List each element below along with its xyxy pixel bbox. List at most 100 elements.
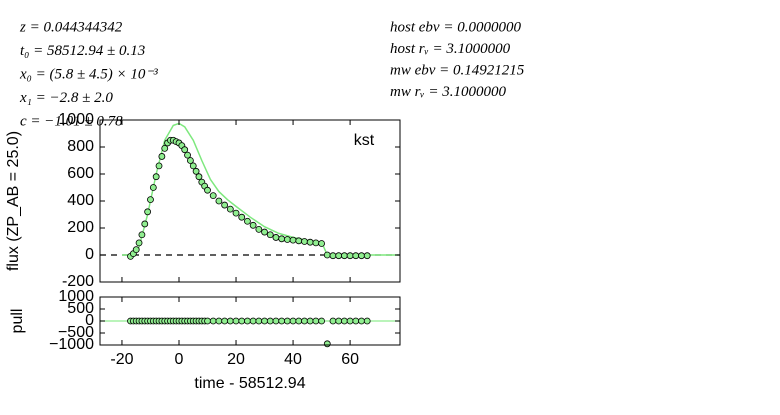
data-point <box>147 196 154 204</box>
x-tick-label: 0 <box>175 351 184 368</box>
data-point <box>138 231 146 239</box>
data-point <box>340 317 348 325</box>
fit-param: t₀ = 58512.94 ± 0.13 <box>20 43 145 59</box>
x-tick-label: 60 <box>341 351 359 368</box>
data-point <box>244 317 251 325</box>
y-axis-label: pull <box>9 309 26 334</box>
data-point <box>186 157 194 164</box>
data-point <box>363 317 371 325</box>
x-tick-label: 20 <box>227 351 245 368</box>
data-point <box>215 317 223 325</box>
fit-param: x₀ = (5.8 ± 4.5) × 10⁻³ <box>19 66 158 82</box>
data-point <box>301 238 308 245</box>
data-point <box>335 252 343 260</box>
data-point <box>278 235 286 243</box>
data-point <box>209 192 217 200</box>
data-point <box>255 225 263 233</box>
data-point <box>192 167 200 175</box>
data-point <box>141 220 149 228</box>
y-tick-label: 0 <box>85 312 94 329</box>
data-point <box>255 317 263 325</box>
data-point <box>184 151 191 159</box>
data-point <box>266 317 274 325</box>
y-tick-label: −500 <box>58 324 94 341</box>
data-point <box>312 317 320 325</box>
data-point <box>232 209 240 217</box>
data-point <box>249 221 257 229</box>
data-point <box>204 317 211 325</box>
data-point <box>335 317 343 325</box>
data-point <box>195 173 203 181</box>
data-point <box>306 238 314 246</box>
data-point <box>266 231 274 239</box>
y-tick-label: 600 <box>67 165 94 182</box>
data-point <box>323 251 331 259</box>
dust-param: host ebv = 0.0000000 <box>390 19 521 35</box>
data-point <box>306 317 314 325</box>
fit-param: z = 0.044344342 <box>19 19 123 35</box>
data-point <box>352 317 360 325</box>
fit-param: c = −1.01 ± 0.78 <box>20 113 123 129</box>
y-tick-label: 200 <box>67 219 94 236</box>
data-point <box>278 317 286 325</box>
data-point <box>189 162 197 170</box>
data-point <box>158 153 166 160</box>
dust-param: mw ebv = 0.14921215 <box>390 62 525 78</box>
y-tick-label: 500 <box>67 300 94 317</box>
data-point <box>244 217 251 225</box>
data-point <box>221 317 229 325</box>
data-point <box>226 317 234 325</box>
data-point <box>329 317 337 325</box>
data-point <box>149 184 157 191</box>
data-point <box>352 252 360 260</box>
data-point <box>181 146 189 154</box>
data-point <box>312 239 320 247</box>
y-tick-label: 1000 <box>58 288 94 305</box>
data-point <box>272 234 280 241</box>
data-point <box>340 252 348 260</box>
data-point <box>295 237 303 245</box>
data-point <box>209 317 217 325</box>
data-point <box>221 201 229 209</box>
data-point <box>226 205 234 213</box>
data-point <box>238 317 246 325</box>
data-point <box>135 239 143 247</box>
data-point <box>358 252 365 260</box>
dust-param: mw rᵥ = 3.1000000 <box>390 84 506 100</box>
data-point <box>261 317 268 325</box>
band-label: kst <box>354 132 375 149</box>
data-point <box>144 208 152 216</box>
data-point <box>283 236 291 243</box>
data-point <box>318 240 325 247</box>
data-point <box>249 317 257 325</box>
data-point <box>295 317 303 325</box>
x-axis-label: time - 58512.94 <box>194 375 305 392</box>
data-point <box>346 252 354 260</box>
data-point <box>238 213 246 221</box>
data-point <box>272 317 280 325</box>
data-point <box>323 340 331 348</box>
y-tick-label: 0 <box>85 246 94 263</box>
data-point <box>289 236 297 244</box>
data-point <box>289 317 297 325</box>
data-point <box>346 317 354 325</box>
dust-param: host rᵥ = 3.1000000 <box>390 41 511 57</box>
x-tick-label: -20 <box>110 351 133 368</box>
data-point <box>363 252 371 260</box>
fit-param: x₁ = −2.8 ± 2.0 <box>19 90 113 106</box>
y-tick-label: −1000 <box>49 336 94 353</box>
y-tick-label: 800 <box>67 138 94 155</box>
data-point <box>318 317 325 325</box>
data-point <box>132 246 140 254</box>
data-point <box>161 144 169 152</box>
x-tick-label: 40 <box>284 351 302 368</box>
data-point <box>261 228 268 236</box>
data-point <box>301 317 308 325</box>
y-tick-label: 1000 <box>58 111 94 128</box>
y-tick-label: 400 <box>67 192 94 209</box>
data-point <box>215 197 223 205</box>
y-axis-label: flux (ZP_AB = 25.0) <box>5 131 22 271</box>
y-tick-label: -200 <box>62 273 94 290</box>
